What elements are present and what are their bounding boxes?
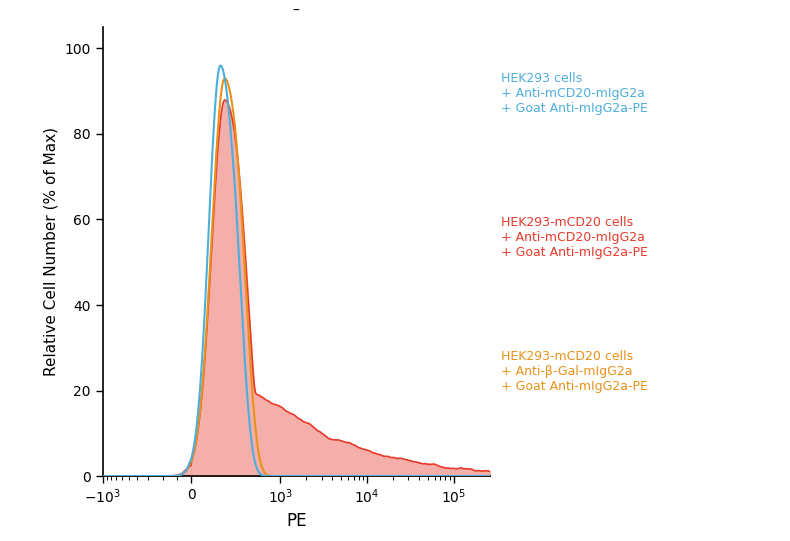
X-axis label: PE: PE	[286, 512, 307, 530]
Y-axis label: Relative Cell Number (% of Max): Relative Cell Number (% of Max)	[44, 127, 59, 376]
Text: HEK293-mCD20 cells
+ Anti-mCD20-mIgG2a
+ Goat Anti-mIgG2a-PE: HEK293-mCD20 cells + Anti-mCD20-mIgG2a +…	[502, 216, 649, 259]
Text: HEK293 cells
+ Anti-mCD20-mIgG2a
+ Goat Anti-mIgG2a-PE: HEK293 cells + Anti-mCD20-mIgG2a + Goat …	[502, 72, 649, 115]
Text: –: –	[293, 4, 299, 18]
Text: HEK293-mCD20 cells
+ Anti-β-Gal-mIgG2a
+ Goat Anti-mIgG2a-PE: HEK293-mCD20 cells + Anti-β-Gal-mIgG2a +…	[502, 351, 649, 393]
